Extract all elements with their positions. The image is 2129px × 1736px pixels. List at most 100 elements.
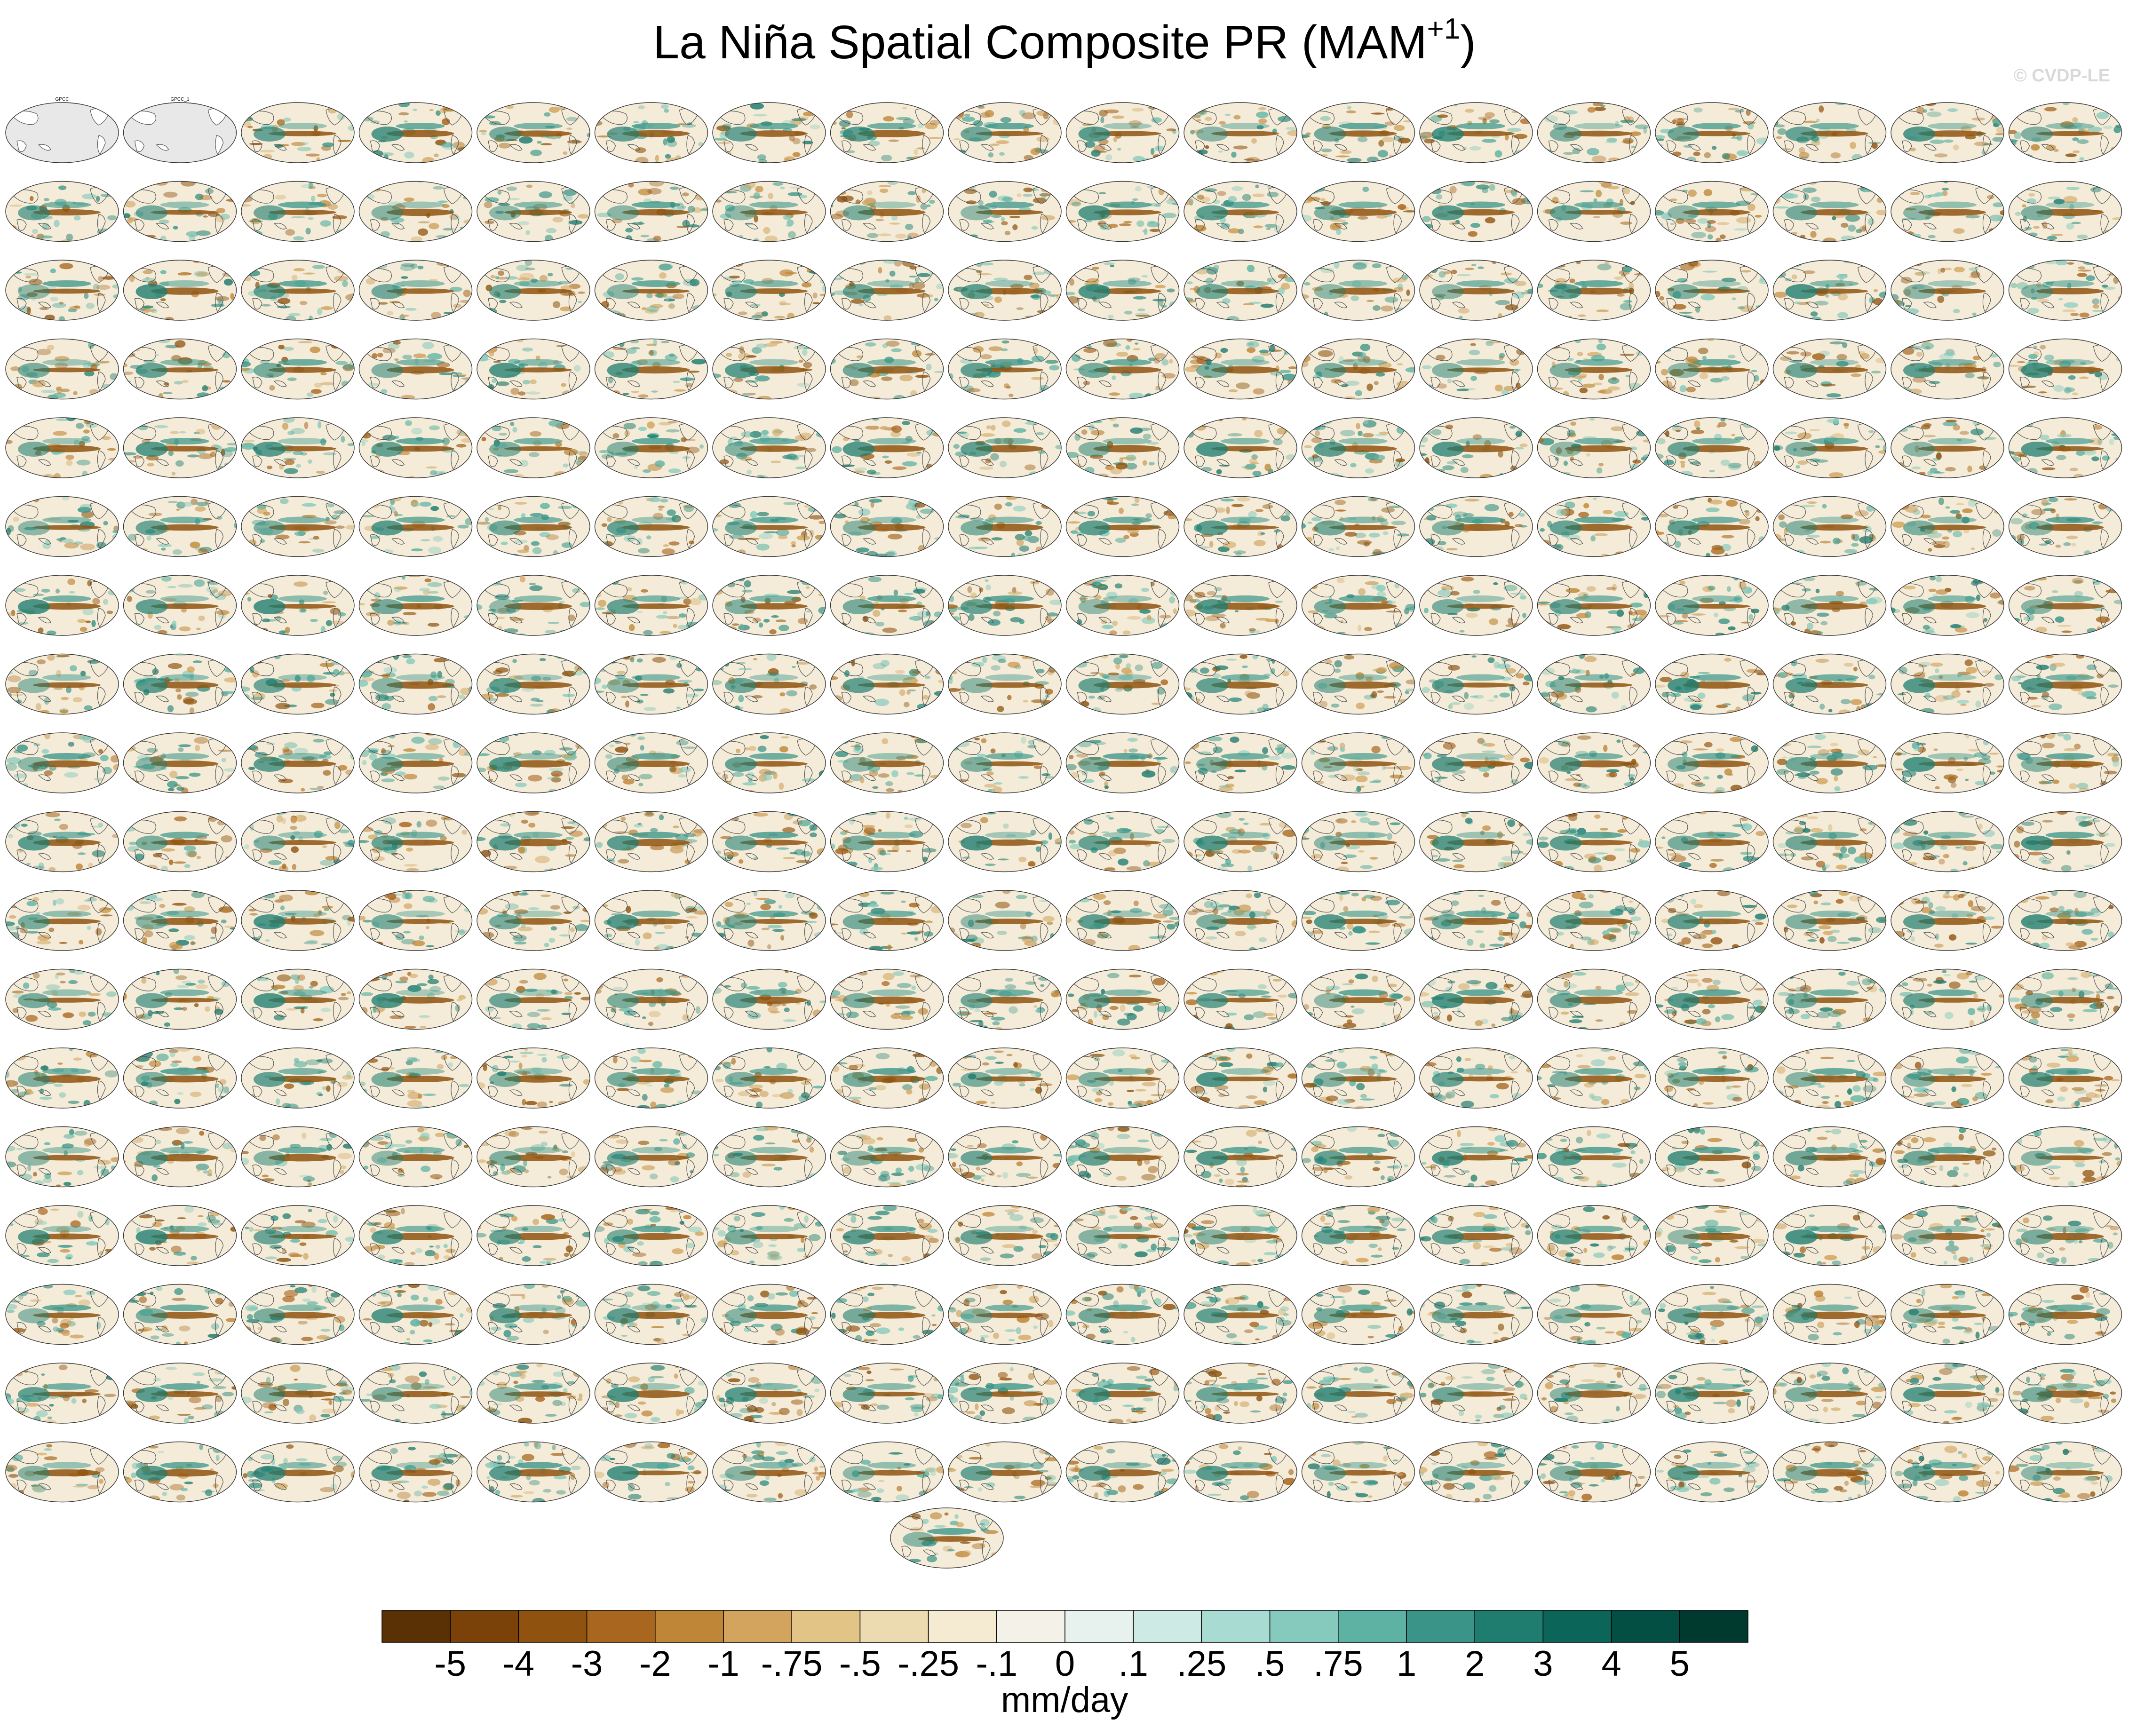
map-panel: [2008, 1047, 2122, 1109]
map-panel: [1065, 575, 1180, 636]
map-panel: [1419, 1126, 1533, 1188]
map-panel: [1184, 732, 1297, 793]
map-panel: [948, 968, 1062, 1030]
map-panel: [830, 260, 944, 321]
map-panel: [477, 1441, 590, 1503]
map-panel: [2008, 260, 2122, 321]
map-panel: [2008, 1441, 2122, 1503]
map-panel: [477, 1284, 590, 1345]
map-panel: [712, 102, 826, 163]
map-panel: [123, 890, 237, 951]
map-panel: [1655, 496, 1769, 557]
map-panel: [358, 102, 473, 163]
map-panel: [1537, 102, 1651, 163]
map-panel: [1301, 1205, 1415, 1266]
map-panel: [712, 1047, 826, 1109]
map-panel: [2008, 653, 2122, 715]
map-panel: [2008, 102, 2122, 163]
map-panel: [712, 732, 826, 793]
map-panel: [477, 1047, 590, 1109]
map-panel: [1419, 811, 1533, 872]
colorbar-tick-label: -3: [571, 1644, 603, 1684]
map-panel: [358, 496, 473, 557]
map-panel: [1065, 1284, 1180, 1345]
map-panel: [1891, 417, 2004, 478]
map-panel: [2008, 732, 2122, 793]
map-panel: [1184, 1205, 1297, 1266]
map-panel: [1772, 890, 1887, 951]
map-panel: [594, 260, 708, 321]
map-panel: [1184, 338, 1297, 400]
map-panel: [123, 1126, 237, 1188]
colorbar-box: [1406, 1610, 1475, 1643]
map-panel: [594, 732, 708, 793]
map-panel: [712, 496, 826, 557]
map-panel: [1891, 653, 2004, 715]
map-panel: [594, 102, 708, 163]
map-panel: [1419, 338, 1533, 400]
map-panel: [358, 653, 473, 715]
map-panel: [830, 102, 944, 163]
colorbar-box: [1679, 1610, 1748, 1643]
map-panel: [830, 417, 944, 478]
map-panel: [594, 181, 708, 242]
colorbar-box: [518, 1610, 588, 1643]
title-superscript: +1: [1427, 13, 1461, 45]
map-panel: [1655, 732, 1769, 793]
map-panel: [1891, 890, 2004, 951]
colorbar-box: [1064, 1610, 1134, 1643]
title-main: La Niña Spatial Composite PR (MAM: [653, 16, 1427, 69]
map-panel: [477, 890, 590, 951]
map-panel: [1772, 260, 1887, 321]
colorbar-box: [859, 1610, 929, 1643]
map-panel: [1537, 181, 1651, 242]
map-panel: [830, 811, 944, 872]
colorbar-box: [996, 1610, 1065, 1643]
map-panel: [594, 890, 708, 951]
map-panel: [1065, 1126, 1180, 1188]
map-panel: [712, 1284, 826, 1345]
colorbar-tick-label: .5: [1255, 1644, 1285, 1684]
map-panel: [1891, 1284, 2004, 1345]
map-panel: [477, 496, 590, 557]
map-panel: [1891, 1126, 2004, 1188]
map-panel: [948, 575, 1062, 636]
map-panel: [830, 1205, 944, 1266]
map-panel: [1537, 260, 1651, 321]
map-panel: [123, 968, 237, 1030]
map-panel: [1772, 181, 1887, 242]
map-panel: [241, 1126, 355, 1188]
map-panel: [712, 968, 826, 1030]
map-panel: [1655, 102, 1769, 163]
map-panel: [1772, 653, 1887, 715]
map-panel: [948, 1363, 1062, 1424]
colorbar-tick-label: -.5: [839, 1644, 881, 1684]
chart-title: La Niña Spatial Composite PR (MAM+1): [0, 14, 2129, 71]
map-panel: [890, 1507, 1004, 1569]
map-panel: [2008, 1205, 2122, 1266]
map-panel: [1301, 968, 1415, 1030]
map-panel: [712, 417, 826, 478]
map-panel: [594, 496, 708, 557]
map-panel: [594, 968, 708, 1030]
colorbar-units-label: mm/day: [1001, 1680, 1128, 1720]
map-panel: [712, 338, 826, 400]
panel-label: GPCC_1: [170, 97, 189, 102]
map-panel: [1655, 968, 1769, 1030]
map-panel: [477, 653, 590, 715]
map-panel: [1419, 496, 1533, 557]
map-panel: [1655, 1363, 1769, 1424]
map-panel: [1891, 496, 2004, 557]
map-panel: [241, 102, 355, 163]
colorbar-tick-label: 3: [1533, 1644, 1553, 1684]
map-panel: [948, 417, 1062, 478]
map-panel: [477, 338, 590, 400]
map-panel: [477, 575, 590, 636]
map-panel: [2008, 1126, 2122, 1188]
map-panel: [1065, 260, 1180, 321]
colorbar-box: [381, 1610, 451, 1643]
map-panel: [1891, 1205, 2004, 1266]
map-panel: [241, 417, 355, 478]
title-close: ): [1460, 16, 1476, 69]
map-panel: [1537, 1205, 1651, 1266]
